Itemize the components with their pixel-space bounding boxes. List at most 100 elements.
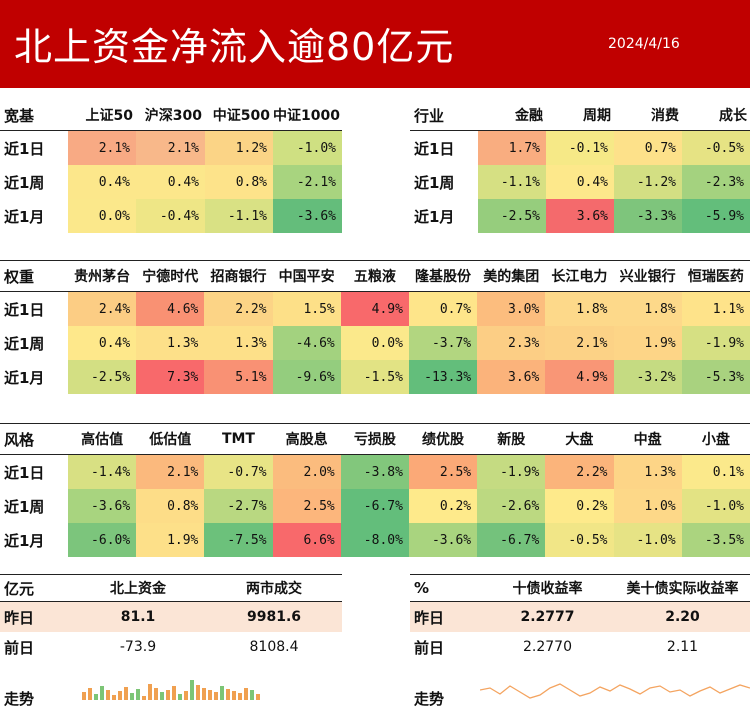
broad-index-table: 宽基 上证50 沪深300 中证500 中证1000 近1日 2.1% 2.1% 1.2% -1… (0, 100, 342, 233)
row-label: 近1月 (414, 207, 455, 226)
row-label: 近1日 (4, 300, 45, 319)
trend-bar (184, 691, 188, 700)
heat-cell: -0.5% (682, 130, 750, 165)
heat-cell: -3.6% (273, 199, 342, 233)
heat-cell: -3.5% (681, 523, 750, 557)
heavyweight-stocks-table: 权重 贵州茅台 宁德时代 招商银行 中国平安 五粮液 隆基股份 美的集团 长江电力 兴业银行 恒瑞医… (0, 260, 750, 394)
heat-cell: 2.3% (477, 326, 546, 360)
value-cell: 9981.6 (206, 601, 342, 632)
trend-bar (112, 695, 116, 700)
heat-cell: 0.1% (681, 454, 750, 489)
column-header: 北上资金 (70, 574, 206, 602)
bond-yield-table: % 十债收益率 美十债实际收益率 昨日 2.2777 2.20 前日 2.2770 2.11 (410, 574, 750, 662)
capital-flow-table: 亿元 北上资金 两市成交 昨日 81.1 9981.6 前日 -73.9 8108.4 (0, 574, 342, 662)
heat-cell: -9.6% (272, 360, 341, 394)
column-header: 美十债实际收益率 (615, 574, 750, 602)
column-header: 低估值 (136, 423, 205, 455)
table-row: 近1月 -2.5% 7.3% 5.1% -9.6% -1.5% -13.3% 3.6% 4.9%… (0, 360, 750, 394)
heat-cell: 2.1% (136, 130, 205, 165)
heat-cell: -3.2% (613, 360, 682, 394)
table-header-row: 亿元 北上资金 两市成交 (0, 574, 342, 602)
table-corner-label: 风格 (0, 423, 68, 455)
heat-cell: 1.5% (272, 291, 341, 326)
heat-cell: -2.5% (478, 199, 546, 233)
heat-cell: -5.3% (681, 360, 750, 394)
table-header-row: 宽基 上证50 沪深300 中证500 中证1000 (0, 100, 342, 131)
heat-cell: 1.3% (204, 326, 273, 360)
table-row: 近1日 2.4% 4.6% 2.2% 1.5% 4.9% 0.7% 3.0% 1.8% 1.8% 1… (0, 291, 750, 326)
heat-cell: 3.6% (477, 360, 546, 394)
heat-cell: 2.1% (68, 130, 136, 165)
row-label: 近1月 (4, 207, 45, 226)
header-banner: 北上资金净流入逾80亿元 2024/4/16 (0, 0, 750, 88)
trend-bar (178, 694, 182, 700)
column-header: 小盘 (681, 423, 750, 455)
row-label: 昨日 (410, 601, 480, 632)
heat-cell: 2.4% (68, 291, 137, 326)
table-row: 昨日 81.1 9981.6 (0, 601, 342, 632)
heat-cell: 0.4% (546, 165, 614, 199)
trend-bar (238, 693, 242, 700)
heat-cell: -7.5% (204, 523, 273, 557)
heat-cell: -1.9% (477, 454, 546, 489)
trend-bar (226, 689, 230, 700)
heat-cell: 2.5% (408, 454, 478, 489)
column-header: 五粮液 (340, 260, 409, 292)
row-label: 前日 (414, 638, 445, 657)
column-header: 贵州茅台 (68, 260, 137, 292)
row-label: 近1周 (4, 173, 45, 192)
column-header: 金融 (478, 100, 546, 131)
table-header-row: 行业 金融 周期 消费 成长 (410, 100, 750, 131)
column-header: 高股息 (272, 423, 341, 455)
heat-cell: 0.4% (136, 165, 205, 199)
column-header: 十债收益率 (480, 574, 615, 602)
heat-cell: -1.0% (681, 489, 750, 523)
heat-cell: 0.2% (545, 489, 614, 523)
heat-cell: 1.3% (136, 326, 205, 360)
trend-bar (106, 690, 110, 700)
column-header: 消费 (614, 100, 682, 131)
value-cell: 2.11 (666, 639, 699, 655)
trend-bar (244, 688, 248, 700)
table-header-row: 风格 高估值 低估值 TMT 高股息 亏损股 绩优股 新股 大盘 中盘 小盘 (0, 423, 750, 455)
row-label: 近1周 (4, 497, 45, 516)
heat-cell: -6.0% (68, 523, 137, 557)
heat-cell: 3.6% (546, 199, 614, 233)
table-row: 近1日 2.1% 2.1% 1.2% -1.0% (0, 130, 342, 165)
trend-bar (232, 691, 236, 700)
trend-bar (250, 690, 254, 700)
column-header: 周期 (546, 100, 614, 131)
heat-cell: 1.2% (205, 130, 273, 165)
heat-cell: 0.8% (136, 489, 205, 523)
table-header-row: % 十债收益率 美十债实际收益率 (410, 574, 750, 602)
column-header: 中国平安 (272, 260, 341, 292)
table-row: 近1周 -3.6% 0.8% -2.7% 2.5% -6.7% 0.2% -2.6% 0.2% 1… (0, 489, 750, 523)
value-cell: 2.20 (615, 601, 750, 632)
trend-bar (214, 692, 218, 700)
row-label: 近1日 (4, 463, 45, 482)
column-header: 亏损股 (340, 423, 409, 455)
trend-bar (148, 684, 152, 700)
heat-cell: 0.8% (205, 165, 273, 199)
heat-cell: -3.3% (614, 199, 682, 233)
heat-cell: -0.4% (136, 199, 205, 233)
heat-cell: 5.1% (204, 360, 273, 394)
row-label: 近1月 (4, 531, 45, 550)
heat-cell: -1.1% (478, 165, 546, 199)
trend-bar (94, 694, 98, 700)
table-corner-label: 宽基 (0, 100, 68, 131)
table-row: 近1日 1.7% -0.1% 0.7% -0.5% (410, 130, 750, 165)
heat-cell: 4.6% (136, 291, 205, 326)
row-label: 近1日 (414, 139, 455, 158)
heat-cell: 0.7% (408, 291, 478, 326)
table-corner-label: 行业 (410, 100, 478, 131)
column-header: 兴业银行 (613, 260, 682, 292)
trend-bar (166, 690, 170, 700)
table-row: 近1月 -6.0% 1.9% -7.5% 6.6% -8.0% -3.6% -6.7% -0.5… (0, 523, 750, 557)
trend-bar (136, 689, 140, 700)
table-header-row: 权重 贵州茅台 宁德时代 招商银行 中国平安 五粮液 隆基股份 美的集团 长江电力 兴业银行 恒瑞医… (0, 260, 750, 292)
column-header: 隆基股份 (408, 260, 478, 292)
column-header: 绩优股 (408, 423, 478, 455)
heat-cell: -3.8% (340, 454, 409, 489)
heat-cell: 2.1% (136, 454, 205, 489)
